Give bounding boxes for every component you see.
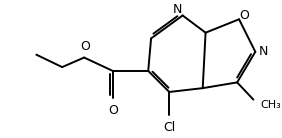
Text: O: O	[108, 104, 118, 117]
Text: N: N	[173, 3, 182, 16]
Text: CH₃: CH₃	[260, 100, 281, 110]
Text: O: O	[239, 9, 249, 22]
Text: Cl: Cl	[163, 121, 175, 134]
Text: O: O	[80, 40, 90, 53]
Text: N: N	[259, 45, 269, 58]
